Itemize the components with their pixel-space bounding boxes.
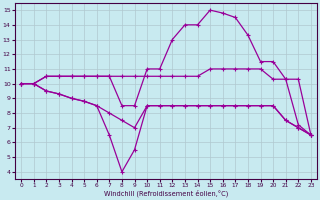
X-axis label: Windchill (Refroidissement éolien,°C): Windchill (Refroidissement éolien,°C) xyxy=(104,190,228,197)
